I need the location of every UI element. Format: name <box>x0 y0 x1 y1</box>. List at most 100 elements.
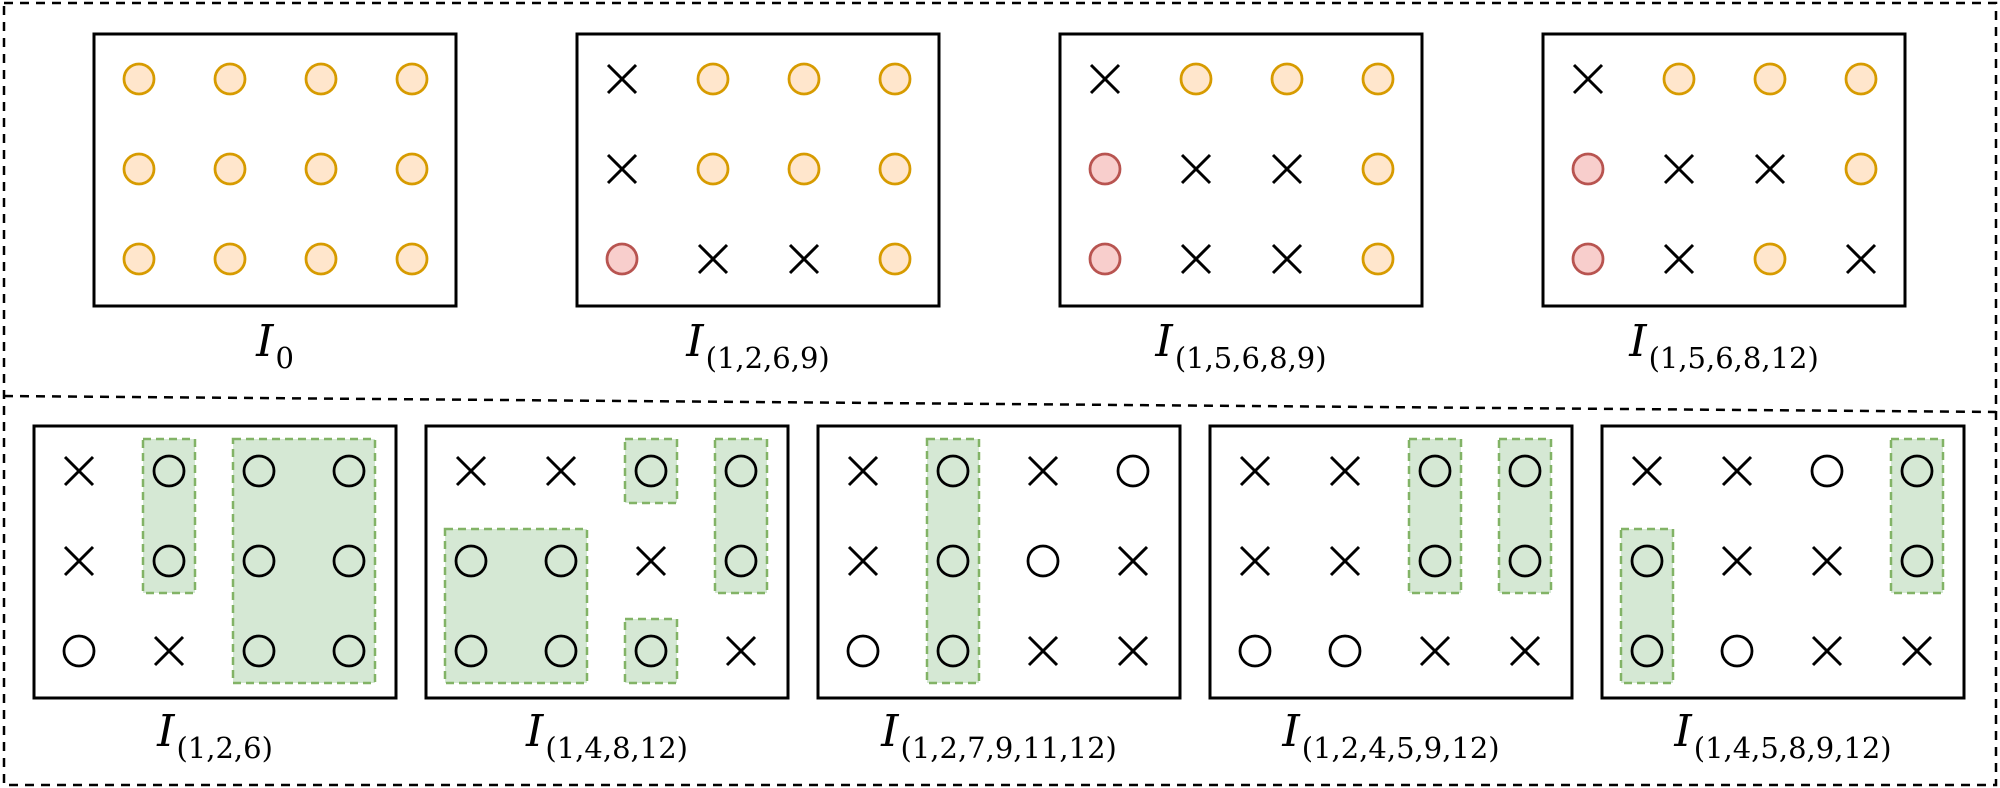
highlight-region <box>713 437 769 595</box>
panel-bottom_row-0: I(1,2,6) <box>32 424 398 765</box>
orange-circle <box>878 62 912 96</box>
hollow-circle <box>724 454 758 488</box>
highlight-region <box>141 437 197 595</box>
orange-circle <box>213 62 247 96</box>
caption-subscript: (1,4,8,12) <box>545 731 688 765</box>
caption-symbol: I <box>1154 316 1174 367</box>
cross-mark <box>1329 455 1361 487</box>
cross-mark <box>1631 455 1663 487</box>
orange-circle <box>395 152 429 186</box>
highlight-region <box>231 437 377 685</box>
cross-mark <box>1117 545 1149 577</box>
hollow-circle <box>724 544 758 578</box>
hollow-circle <box>1508 544 1542 578</box>
panel-bottom_row-4: I(1,4,5,8,9,12) <box>1600 424 1966 765</box>
hollow-circle <box>62 634 96 668</box>
cross-mark <box>1239 545 1271 577</box>
orange-circle <box>878 242 912 276</box>
hollow-circle <box>544 544 578 578</box>
orange-circle <box>787 62 821 96</box>
caption-subscript: (1,4,5,8,9,12) <box>1694 731 1892 765</box>
highlight-region <box>1497 437 1553 595</box>
highlight-region <box>623 437 679 505</box>
hollow-circle <box>544 634 578 668</box>
red-circle <box>1571 152 1605 186</box>
orange-circle <box>1361 152 1395 186</box>
cross-mark <box>1180 153 1212 185</box>
orange-circle <box>304 152 338 186</box>
orange-circle <box>1753 242 1787 276</box>
orange-circle <box>122 242 156 276</box>
cross-mark <box>725 635 757 667</box>
bottom-row-panels: I(1,2,6) I(1,4,8,12) I(1,2,7,9,11,12) I(1,2… <box>32 424 1966 765</box>
cross-mark <box>1027 635 1059 667</box>
panel-caption: I(1,4,5,8,9,12) <box>1673 706 1891 765</box>
hollow-circle <box>634 454 668 488</box>
hollow-circle <box>936 634 970 668</box>
panel-caption: I(1,4,8,12) <box>525 706 688 765</box>
cross-mark <box>1845 243 1877 275</box>
hollow-circle <box>1630 634 1664 668</box>
panel-caption: I(1,2,6) <box>156 706 273 765</box>
hollow-circle <box>1810 454 1844 488</box>
cross-mark <box>1901 635 1933 667</box>
hollow-circle <box>242 634 276 668</box>
panel-bottom_row-1: I(1,4,8,12) <box>424 424 790 765</box>
panel-caption: I(1,5,6,8,12) <box>1628 316 1819 375</box>
highlight-region <box>1889 437 1945 595</box>
orange-circle <box>395 62 429 96</box>
cross-mark <box>697 243 729 275</box>
red-circle <box>605 242 639 276</box>
red-circle <box>1088 152 1122 186</box>
cross-mark <box>1509 635 1541 667</box>
caption-subscript: (1,2,6) <box>176 731 272 765</box>
cross-mark <box>455 455 487 487</box>
hollow-circle <box>1630 544 1664 578</box>
hollow-circle <box>1238 634 1272 668</box>
panel-top_row-0: I0 <box>92 32 458 375</box>
caption-symbol: I <box>1628 316 1648 367</box>
hollow-circle <box>634 634 668 668</box>
panel-top_row-3: I(1,5,6,8,12) <box>1541 32 1907 375</box>
caption-subscript: (1,2,6,9) <box>706 341 830 375</box>
caption-symbol: I <box>156 706 176 757</box>
hollow-circle <box>152 544 186 578</box>
orange-circle <box>122 62 156 96</box>
cross-mark <box>545 455 577 487</box>
highlight-region <box>623 617 679 685</box>
hollow-circle <box>1116 454 1150 488</box>
cross-mark <box>1117 635 1149 667</box>
panel-caption: I(1,5,6,8,9) <box>1154 316 1326 375</box>
orange-circle <box>213 152 247 186</box>
orange-circle <box>1844 62 1878 96</box>
hollow-circle <box>1026 544 1060 578</box>
cross-mark <box>847 545 879 577</box>
cross-mark <box>63 545 95 577</box>
cross-mark <box>606 63 638 95</box>
caption-symbol: I <box>1673 706 1693 757</box>
orange-circle <box>1179 62 1213 96</box>
orange-circle <box>304 242 338 276</box>
hollow-circle <box>152 454 186 488</box>
orange-circle <box>395 242 429 276</box>
panel-caption: I(1,2,6,9) <box>685 316 829 375</box>
orange-circle <box>213 242 247 276</box>
cross-mark <box>1089 63 1121 95</box>
hollow-circle <box>1900 544 1934 578</box>
cross-mark <box>1754 153 1786 185</box>
orange-circle <box>1844 152 1878 186</box>
panel-bottom_row-2: I(1,2,7,9,11,12) <box>816 424 1182 765</box>
hollow-circle <box>1508 454 1542 488</box>
hollow-circle <box>1720 634 1754 668</box>
hollow-circle <box>936 544 970 578</box>
orange-circle <box>122 152 156 186</box>
cross-mark <box>1811 545 1843 577</box>
orange-circle <box>1361 242 1395 276</box>
cross-mark <box>1271 243 1303 275</box>
caption-subscript: (1,2,7,9,11,12) <box>901 731 1117 765</box>
orange-circle <box>1753 62 1787 96</box>
cross-mark <box>1721 545 1753 577</box>
caption-symbol: I <box>255 316 275 367</box>
hollow-circle <box>1418 454 1452 488</box>
